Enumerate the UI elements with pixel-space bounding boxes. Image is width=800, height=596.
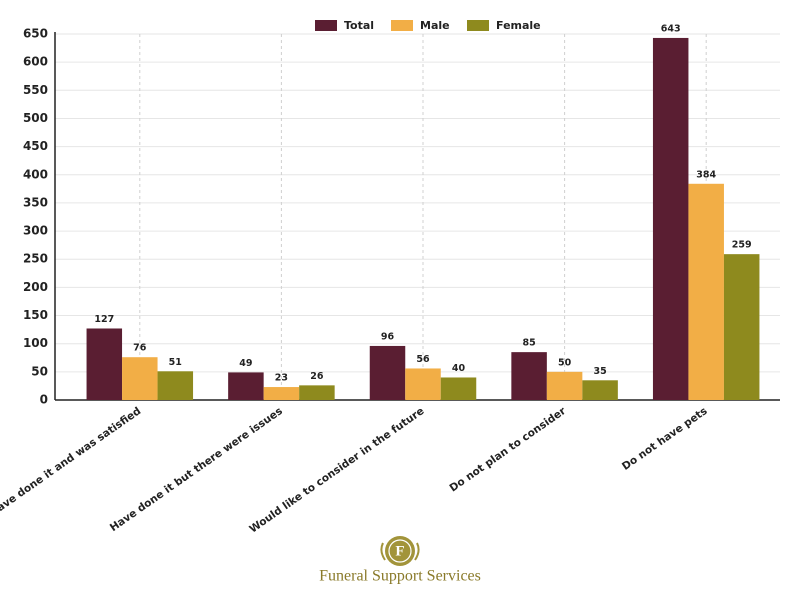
bar — [652, 37, 689, 401]
bar — [369, 345, 406, 400]
bar — [688, 183, 724, 400]
value-label: 56 — [416, 354, 430, 365]
value-label: 259 — [732, 240, 752, 251]
logo-ring — [388, 539, 412, 563]
y-tick-label: 500 — [23, 111, 48, 125]
bar — [263, 387, 300, 400]
y-tick-label: 600 — [23, 55, 48, 69]
y-tick-label: 250 — [23, 252, 48, 266]
y-tick-label: 400 — [23, 167, 48, 181]
value-label: 127 — [94, 314, 114, 325]
bar — [228, 372, 264, 400]
logo-letter: F — [395, 543, 404, 559]
x-tick-label: Have done it but there were issues — [108, 405, 285, 534]
logo: F Funeral Support Services — [319, 536, 481, 585]
logo-laurel — [380, 542, 420, 561]
x-tick-label: Do not plan to consider — [448, 405, 569, 495]
value-label: 51 — [169, 357, 182, 368]
bar — [405, 368, 441, 400]
bar — [122, 357, 158, 400]
legend-swatch — [391, 20, 413, 31]
y-tick-label: 350 — [23, 195, 48, 209]
bar — [546, 371, 583, 400]
y-tick-label: 450 — [23, 139, 48, 153]
value-label: 50 — [558, 357, 572, 368]
value-label: 49 — [239, 358, 252, 369]
bar — [511, 352, 547, 400]
value-label: 384 — [696, 169, 716, 180]
value-label: 96 — [381, 331, 395, 342]
value-label: 85 — [522, 338, 535, 349]
value-label: 23 — [275, 373, 288, 384]
legend-label: Female — [496, 19, 541, 32]
value-label: 35 — [593, 366, 606, 377]
x-tick-label: Have done it and was satisfied — [0, 405, 143, 519]
legend-label: Male — [420, 19, 450, 32]
legend-label: Total — [344, 19, 374, 32]
y-tick-label: 50 — [31, 364, 48, 378]
x-tick-label: Do not have pets — [620, 405, 710, 473]
y-tick-label: 100 — [23, 336, 48, 350]
legend-swatch — [315, 20, 337, 31]
y-tick-label: 150 — [23, 308, 48, 322]
bar — [582, 380, 618, 400]
y-tick-label: 650 — [23, 27, 48, 41]
brand-name: Funeral Support Services — [319, 568, 481, 585]
bar — [723, 254, 760, 400]
bar — [86, 328, 123, 400]
bar — [440, 377, 477, 400]
x-tick-label: Would like to consider in the future — [247, 405, 426, 535]
y-tick-label: 0 — [40, 393, 48, 407]
value-label: 40 — [452, 363, 466, 374]
legend-swatch — [467, 20, 489, 31]
y-tick-label: 300 — [23, 224, 48, 238]
y-tick-label: 200 — [23, 280, 48, 294]
value-label: 26 — [310, 371, 324, 382]
bar — [157, 371, 194, 400]
y-tick-label: 550 — [23, 83, 48, 97]
value-label: 76 — [133, 343, 147, 354]
bar — [299, 385, 335, 400]
value-label: 643 — [661, 23, 681, 34]
